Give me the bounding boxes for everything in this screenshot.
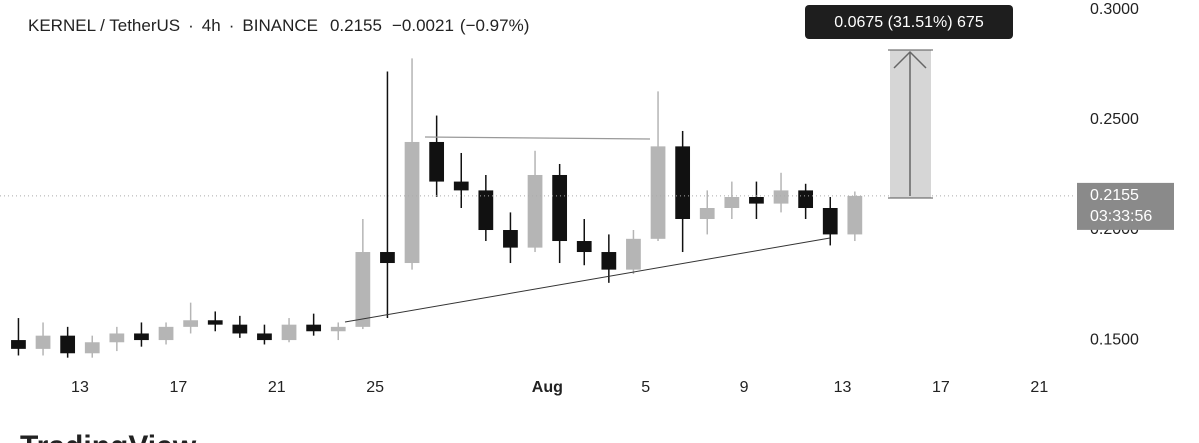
candle-body: [822, 208, 838, 235]
measure-label: 0.0675 (31.51%) 675: [834, 14, 984, 31]
last-price: 0.2155: [330, 16, 382, 35]
header: KERNEL / TetherUS · 4h · BINANCE 0.2155 −0.002…: [28, 16, 529, 35]
candle-body: [798, 190, 814, 209]
x-tick-label: 9: [740, 379, 749, 396]
candle-body: [749, 196, 764, 204]
candle-body: [626, 238, 641, 270]
candle-body: [404, 141, 420, 264]
candle-body: [527, 174, 543, 248]
sep: ·: [188, 16, 194, 35]
countdown: 03:33:56: [1090, 208, 1152, 225]
x-tick-label: Aug: [532, 379, 563, 396]
trend-line: [344, 237, 831, 323]
change-percent: (−0.97%): [460, 16, 529, 35]
candle-body: [257, 333, 272, 341]
annotations: 0.0675 (31.51%) 675: [344, 5, 1013, 323]
candle-body: [675, 146, 691, 220]
candle-body: [330, 326, 346, 332]
candle-body: [109, 333, 125, 343]
candle-body: [158, 326, 174, 341]
x-tick-label: 17: [932, 379, 950, 396]
candle-body: [478, 190, 494, 231]
candle-body: [650, 146, 666, 239]
x-tick-label: 5: [641, 379, 650, 396]
x-tick-label: 25: [366, 379, 384, 396]
price-label: 0.2155: [1090, 187, 1139, 204]
y-tick-label: 0.1500: [1090, 331, 1139, 348]
candle-body: [207, 320, 223, 325]
watermark: TradingView: [20, 430, 197, 443]
candle-body: [306, 324, 322, 332]
candle-body: [576, 241, 592, 253]
candle-body: [134, 333, 149, 341]
candle-body: [355, 252, 371, 327]
candle-body: [699, 208, 715, 220]
trend-line: [424, 136, 651, 140]
candle-body: [84, 342, 100, 354]
measure-arrow-head: [893, 50, 927, 69]
interval: 4h: [202, 16, 221, 35]
candle-body: [232, 324, 248, 334]
candle-body: [773, 190, 789, 204]
candle-body: [11, 340, 26, 349]
change: −0.0021: [392, 16, 454, 35]
x-tick-label: 13: [834, 379, 852, 396]
candle-body: [724, 196, 740, 209]
measure-tooltip: [805, 5, 1013, 39]
x-tick-label: 21: [1030, 379, 1048, 396]
candle-body: [183, 320, 199, 327]
y-tick-label: 0.3000: [1090, 1, 1139, 18]
candle-body: [281, 324, 297, 341]
candle-body: [60, 335, 76, 354]
candle-body: [429, 141, 445, 182]
candle-body: [35, 335, 51, 349]
sep: ·: [229, 16, 235, 35]
exchange: BINANCE: [242, 16, 318, 35]
price-label-box: [1077, 182, 1174, 230]
x-tick-label: 21: [268, 379, 286, 396]
symbol: KERNEL / TetherUS: [28, 16, 180, 35]
candle-body: [380, 252, 395, 264]
candle-body: [552, 174, 568, 242]
y-tick-label: 0.2500: [1090, 111, 1139, 128]
candle-body: [601, 252, 617, 270]
candle-body: [453, 181, 469, 191]
x-tick-label: 17: [169, 379, 187, 396]
candle-body: [503, 230, 518, 248]
candle-body: [847, 195, 863, 235]
x-tick-label: 13: [71, 379, 89, 396]
